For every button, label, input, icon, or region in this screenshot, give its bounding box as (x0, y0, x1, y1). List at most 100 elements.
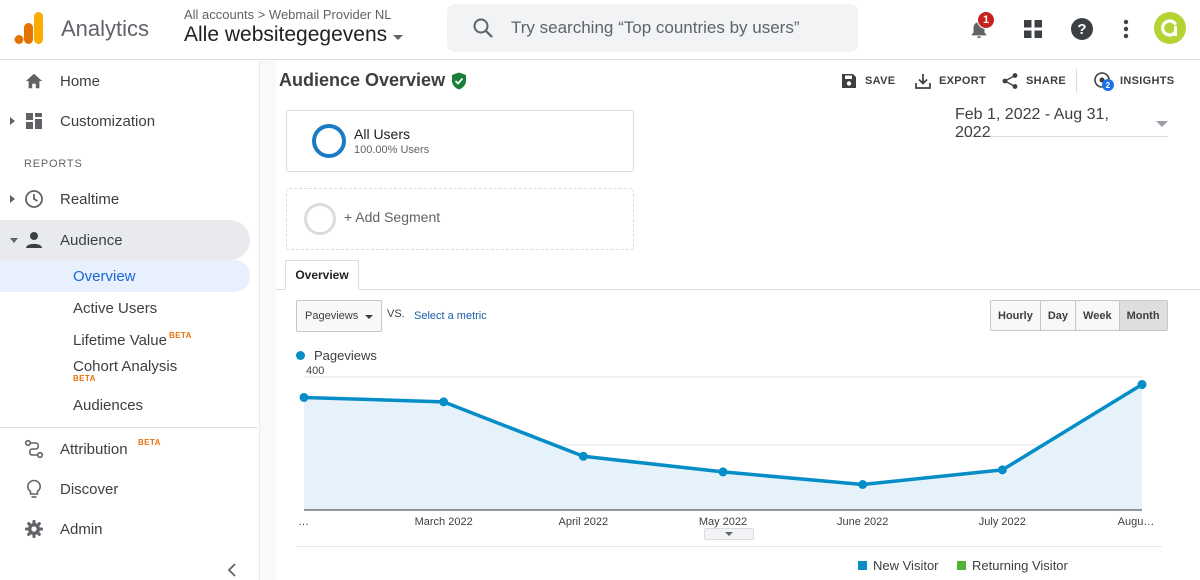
sidebar-item-label: Customization (60, 112, 156, 130)
help-button[interactable]: ? (1067, 14, 1097, 44)
more-options-button[interactable] (1111, 14, 1141, 44)
sidebar-item-admin[interactable]: Admin (0, 509, 250, 549)
sidebar-subitem-audiences[interactable]: Audiences (0, 389, 250, 421)
notification-badge: 1 (977, 11, 995, 29)
data-point[interactable] (858, 480, 868, 489)
returning-visitor-label: Returning Visitor (972, 558, 1068, 573)
sidebar-item-realtime[interactable]: Realtime (0, 179, 250, 219)
legend-marker (296, 351, 305, 360)
select-metric-link[interactable]: Select a metric (414, 310, 487, 322)
add-segment-label: + Add Segment (344, 209, 441, 225)
metric-dropdown-value: Pageviews (305, 310, 359, 322)
new-visitor-swatch (858, 561, 867, 570)
notifications-button[interactable]: 1 (964, 11, 995, 44)
clock-icon (24, 189, 44, 209)
beta-badge: BETA (138, 438, 161, 447)
sidebar-subitem-cohort-analysis[interactable]: Cohort Analysis BETA (0, 352, 250, 384)
period-day-button[interactable]: Day (1040, 301, 1077, 330)
data-point[interactable] (718, 467, 728, 477)
metric-dropdown[interactable]: Pageviews (296, 300, 382, 332)
collapse-sidebar-icon[interactable] (224, 561, 242, 579)
period-month-button[interactable]: Month (1119, 301, 1167, 330)
y-tick-label: 400 (306, 366, 324, 377)
data-point[interactable] (1137, 380, 1147, 390)
segment-percentage: 100.00% Users (354, 144, 430, 156)
export-label: EXPORT (939, 75, 987, 87)
data-point[interactable] (299, 392, 309, 402)
apps-button[interactable] (1018, 14, 1048, 44)
sidebar-item-attribution[interactable]: Attribution BETA (0, 429, 250, 469)
sidebar: Home Customization REPORTS Realtime (0, 61, 260, 580)
share-label: SHARE (1026, 75, 1067, 87)
x-tick-label: March 2022 (415, 516, 473, 528)
sidebar-item-home[interactable]: Home (0, 61, 250, 101)
attribution-icon (24, 439, 44, 459)
sidebar-subitem-label: Overview (73, 267, 136, 285)
sidebar-item-audience[interactable]: Audience (0, 220, 250, 260)
search-icon (473, 18, 493, 38)
period-week-button[interactable]: Week (1076, 301, 1120, 330)
sidebar-divider (0, 427, 258, 428)
chevron-down-icon (725, 532, 733, 536)
x-tick-label: May 2022 (699, 516, 747, 528)
save-button[interactable]: SAVE (840, 71, 895, 91)
vs-label: VS. (387, 308, 405, 320)
more-vert-icon (1123, 19, 1129, 39)
toolbar-divider (1076, 69, 1077, 93)
sidebar-subitem-overview[interactable]: Overview (0, 260, 250, 292)
x-tick-label: June 2022 (837, 516, 888, 528)
sidebar-subitem-label: Lifetime Value (73, 331, 167, 349)
segment-card-all-users[interactable]: All Users 100.00% Users (286, 110, 634, 172)
insights-label: INSIGHTS (1120, 75, 1175, 87)
data-point[interactable] (439, 397, 449, 407)
tab-overview[interactable]: Overview (285, 260, 359, 290)
export-icon (915, 74, 931, 89)
account-selector[interactable]: Alle websitegegevens (184, 23, 404, 47)
series-area-fill (304, 384, 1142, 510)
legend-returning-visitor: Returning Visitor (957, 558, 1068, 573)
search-input[interactable] (511, 18, 841, 38)
share-button[interactable]: SHARE (1001, 71, 1066, 91)
search-bar[interactable] (447, 4, 858, 52)
returning-visitor-swatch (957, 561, 966, 570)
chart-bottom-divider (296, 546, 1162, 547)
top-bar: Analytics All accounts > Webmail Provide… (0, 0, 1200, 60)
sidebar-item-label: Audience (60, 231, 123, 249)
avatar-logo-icon (1158, 16, 1182, 40)
new-visitor-label: New Visitor (873, 558, 939, 573)
period-hourly-button[interactable]: Hourly (991, 301, 1041, 330)
share-icon (1002, 73, 1018, 89)
page-title: Audience Overview (279, 70, 446, 90)
page-title-row: Audience Overview (279, 70, 467, 91)
chart-resize-handle[interactable] (704, 528, 754, 540)
sidebar-subitem-lifetime-value[interactable]: Lifetime Value BETA (0, 324, 250, 356)
data-point[interactable] (997, 465, 1007, 475)
insights-button[interactable]: 2 INSIGHTS (1093, 71, 1174, 91)
legend-new-visitor: New Visitor (858, 558, 939, 573)
avatar[interactable] (1154, 12, 1186, 44)
apps-grid-icon (1024, 20, 1042, 38)
sidebar-item-label: Attribution (60, 440, 128, 458)
beta-badge: BETA (169, 331, 192, 340)
main-content: Audience Overview SAVE EXPORT SHARE (276, 61, 1200, 580)
person-icon (24, 230, 44, 250)
data-point[interactable] (578, 451, 588, 461)
sidebar-item-discover[interactable]: Discover (0, 469, 250, 509)
sidebar-item-label: Discover (60, 480, 119, 498)
reports-section-label: REPORTS (24, 158, 83, 170)
chart-legend: Pageviews (296, 348, 377, 363)
date-range-picker[interactable]: Feb 1, 2022 - Aug 31, 2022 (955, 106, 1168, 141)
breadcrumb[interactable]: All accounts > Webmail Provider NL (184, 7, 392, 22)
home-icon (24, 71, 44, 91)
collapse-arrow-icon (10, 237, 18, 243)
export-button[interactable]: EXPORT (914, 71, 986, 91)
analytics-logo[interactable] (14, 12, 44, 44)
sidebar-subitem-active-users[interactable]: Active Users (0, 292, 250, 324)
add-segment-card[interactable]: + Add Segment (286, 188, 634, 250)
date-range-label: Feb 1, 2022 - Aug 31, 2022 (955, 105, 1109, 141)
segment-placeholder-circle (304, 203, 336, 235)
tab-divider (276, 289, 1200, 290)
x-tick-label: … (298, 516, 309, 528)
sidebar-item-customization[interactable]: Customization (0, 101, 250, 141)
